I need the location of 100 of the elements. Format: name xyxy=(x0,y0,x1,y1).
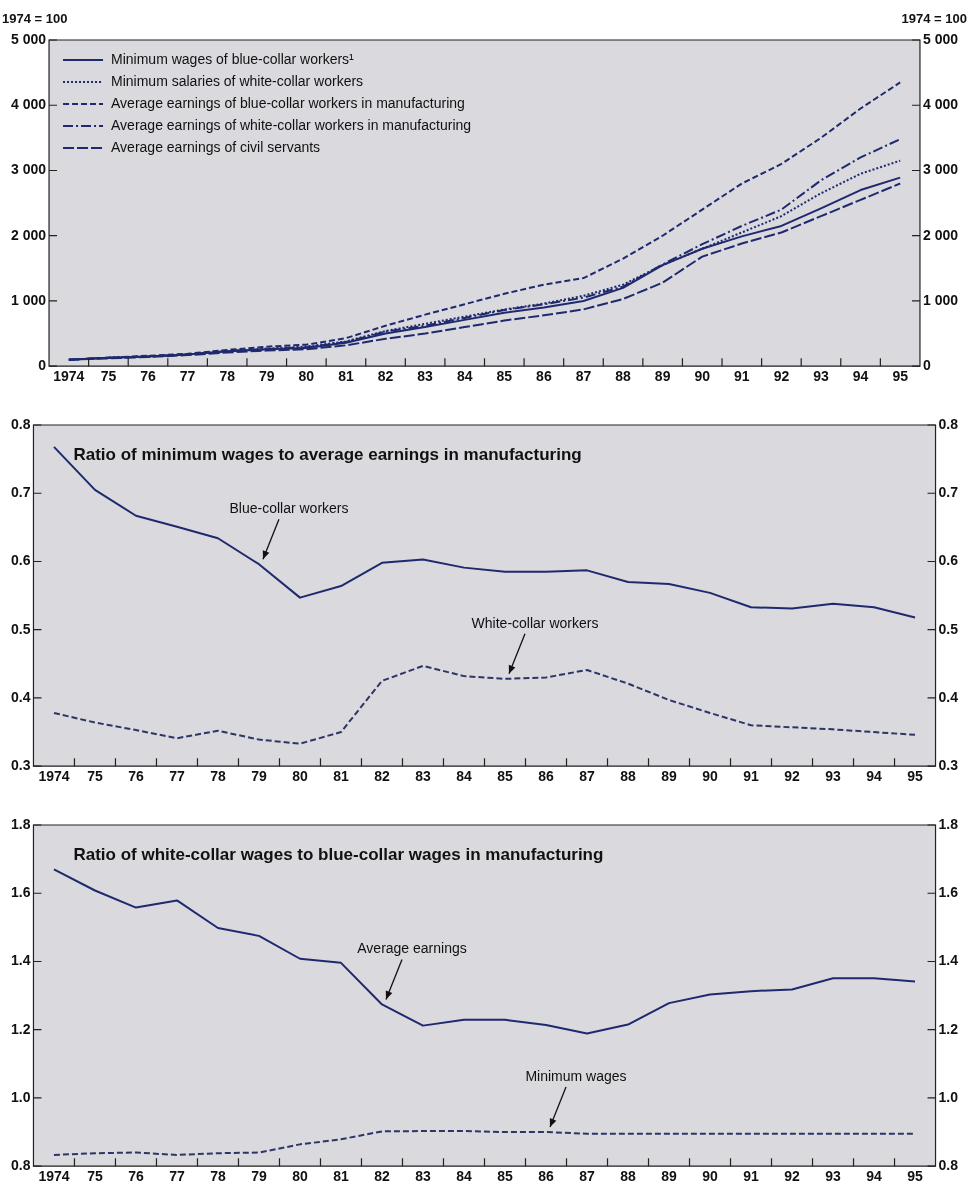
x-tick-label: 83 xyxy=(417,368,434,385)
x-tick-label: 90 xyxy=(702,768,719,785)
y-tick-label: 5 000 xyxy=(10,30,47,47)
x-tick-label: 92 xyxy=(773,368,790,385)
x-tick-label: 87 xyxy=(575,368,592,385)
x-tick-label: 86 xyxy=(538,768,554,785)
y-tick-label: 0.8 xyxy=(10,1157,31,1174)
x-tick-label: 86 xyxy=(536,368,552,385)
y2-tick-label: 5 000 xyxy=(922,30,959,47)
x-tick-label: 81 xyxy=(333,768,349,785)
legend-label: Minimum wages of blue-collar workers¹ xyxy=(111,50,355,67)
text: Ratio of white-collar wages to blue-collar wages in manufacturing xyxy=(73,844,604,864)
x-tick-label: 87 xyxy=(579,1168,596,1185)
x-tick-label: 91 xyxy=(743,768,760,785)
y2-tick-label: 0.8 xyxy=(938,1157,959,1174)
x-tick-label: 93 xyxy=(825,1168,842,1185)
y-tick-label: 0.4 xyxy=(10,688,31,705)
y2-tick-label: 4 000 xyxy=(922,96,959,113)
annotation: Blue-collar workers xyxy=(229,500,349,517)
y2-tick-label: 0.3 xyxy=(938,757,959,774)
y2-axis-title: 1974 = 100 xyxy=(901,11,967,27)
y2-tick-label: 1.8 xyxy=(938,815,959,832)
x-tick-label: 95 xyxy=(892,368,909,385)
y2-tick-label: 1.2 xyxy=(938,1020,959,1037)
y-tick-label: 1.4 xyxy=(10,952,31,969)
y2-tick-label: 0.5 xyxy=(938,620,959,637)
y-tick-label: 1.6 xyxy=(10,884,31,901)
y-tick-label: 3 000 xyxy=(10,161,47,178)
x-tick-label: 86 xyxy=(538,1168,554,1185)
x-tick-label: 1974 xyxy=(38,768,70,785)
x-tick-label: 94 xyxy=(852,368,869,385)
x-tick-label: 1974 xyxy=(38,1168,70,1185)
y2-tick-label: 0 xyxy=(922,357,931,374)
x-tick-label: 94 xyxy=(866,768,883,785)
x-tick-label: 93 xyxy=(825,768,842,785)
y-axis-title: 1974 = 100 xyxy=(2,11,68,27)
y-tick-label: 0.5 xyxy=(10,620,31,637)
legend-label: Minimum salaries of white-collar workers xyxy=(111,72,364,89)
y2-tick-label: 1 000 xyxy=(922,291,959,308)
x-tick-label: 76 xyxy=(128,1168,144,1185)
annotation: Average earnings xyxy=(357,940,467,957)
annotation: White-collar workers xyxy=(471,614,599,631)
x-tick-label: 79 xyxy=(258,368,275,385)
x-tick-label: 89 xyxy=(654,368,671,385)
x-tick-label: 79 xyxy=(251,1168,267,1185)
x-tick-label: 93 xyxy=(813,368,829,385)
x-tick-label: 75 xyxy=(87,1168,103,1185)
text: Ratio of minimum wages to average earnings in manufacturing xyxy=(73,444,582,464)
annotation: Minimum wages xyxy=(525,1067,627,1084)
x-tick-label: 83 xyxy=(415,1168,431,1185)
x-tick-label: 91 xyxy=(734,368,750,385)
y-tick-label: 1.0 xyxy=(10,1088,31,1105)
x-tick-label: 89 xyxy=(661,768,678,785)
x-tick-label: 95 xyxy=(907,768,924,785)
x-tick-label: 82 xyxy=(374,768,390,785)
x-tick-label: 84 xyxy=(456,768,472,785)
x-tick-label: 94 xyxy=(866,1168,883,1185)
x-tick-label: 79 xyxy=(251,768,267,785)
x-tick-label: 90 xyxy=(702,1168,719,1185)
x-tick-label: 77 xyxy=(179,368,196,385)
x-tick-label: 85 xyxy=(497,768,513,785)
y2-tick-label: 0.6 xyxy=(938,552,959,569)
x-tick-label: 78 xyxy=(219,368,236,385)
x-tick-label: 82 xyxy=(374,1168,390,1185)
x-tick-label: 80 xyxy=(298,368,315,385)
x-tick-label: 92 xyxy=(784,768,801,785)
x-tick-label: 88 xyxy=(620,768,637,785)
x-tick-label: 78 xyxy=(210,768,226,785)
y2-tick-label: 3 000 xyxy=(922,161,959,178)
y2-tick-label: 1.4 xyxy=(938,952,959,969)
y-tick-label: 0.8 xyxy=(10,415,31,432)
y2-tick-label: 0.4 xyxy=(938,688,959,705)
x-tick-label: 89 xyxy=(661,1168,678,1185)
x-tick-label: 76 xyxy=(140,368,156,385)
y-tick-label: 2 000 xyxy=(10,226,47,243)
x-tick-label: 85 xyxy=(496,368,513,385)
x-tick-label: 82 xyxy=(377,368,394,385)
x-tick-label: 81 xyxy=(338,368,354,385)
y-tick-label: 0.6 xyxy=(10,552,31,569)
x-tick-label: 76 xyxy=(128,768,144,785)
x-tick-label: 75 xyxy=(87,768,103,785)
y-tick-label: 1.8 xyxy=(10,815,31,832)
y-tick-label: 1 000 xyxy=(10,291,47,308)
y-tick-label: 4 000 xyxy=(10,96,47,113)
x-tick-label: 87 xyxy=(579,768,596,785)
legend-label: Average earnings of white-collar workers in manufacturing xyxy=(111,116,472,133)
y2-tick-label: 2 000 xyxy=(922,226,959,243)
x-tick-label: 85 xyxy=(497,1168,513,1185)
x-tick-label: 83 xyxy=(415,768,431,785)
x-tick-label: 95 xyxy=(907,1168,924,1185)
y2-tick-label: 0.7 xyxy=(938,484,959,501)
y2-tick-label: 0.8 xyxy=(938,415,959,432)
x-tick-label: 1974 xyxy=(53,368,85,385)
x-tick-label: 80 xyxy=(292,768,308,785)
x-tick-label: 84 xyxy=(456,1168,472,1185)
y-tick-label: 0.7 xyxy=(10,484,31,501)
x-tick-label: 91 xyxy=(743,1168,760,1185)
x-tick-label: 88 xyxy=(620,1168,637,1185)
x-tick-label: 90 xyxy=(694,368,711,385)
x-tick-label: 78 xyxy=(210,1168,226,1185)
